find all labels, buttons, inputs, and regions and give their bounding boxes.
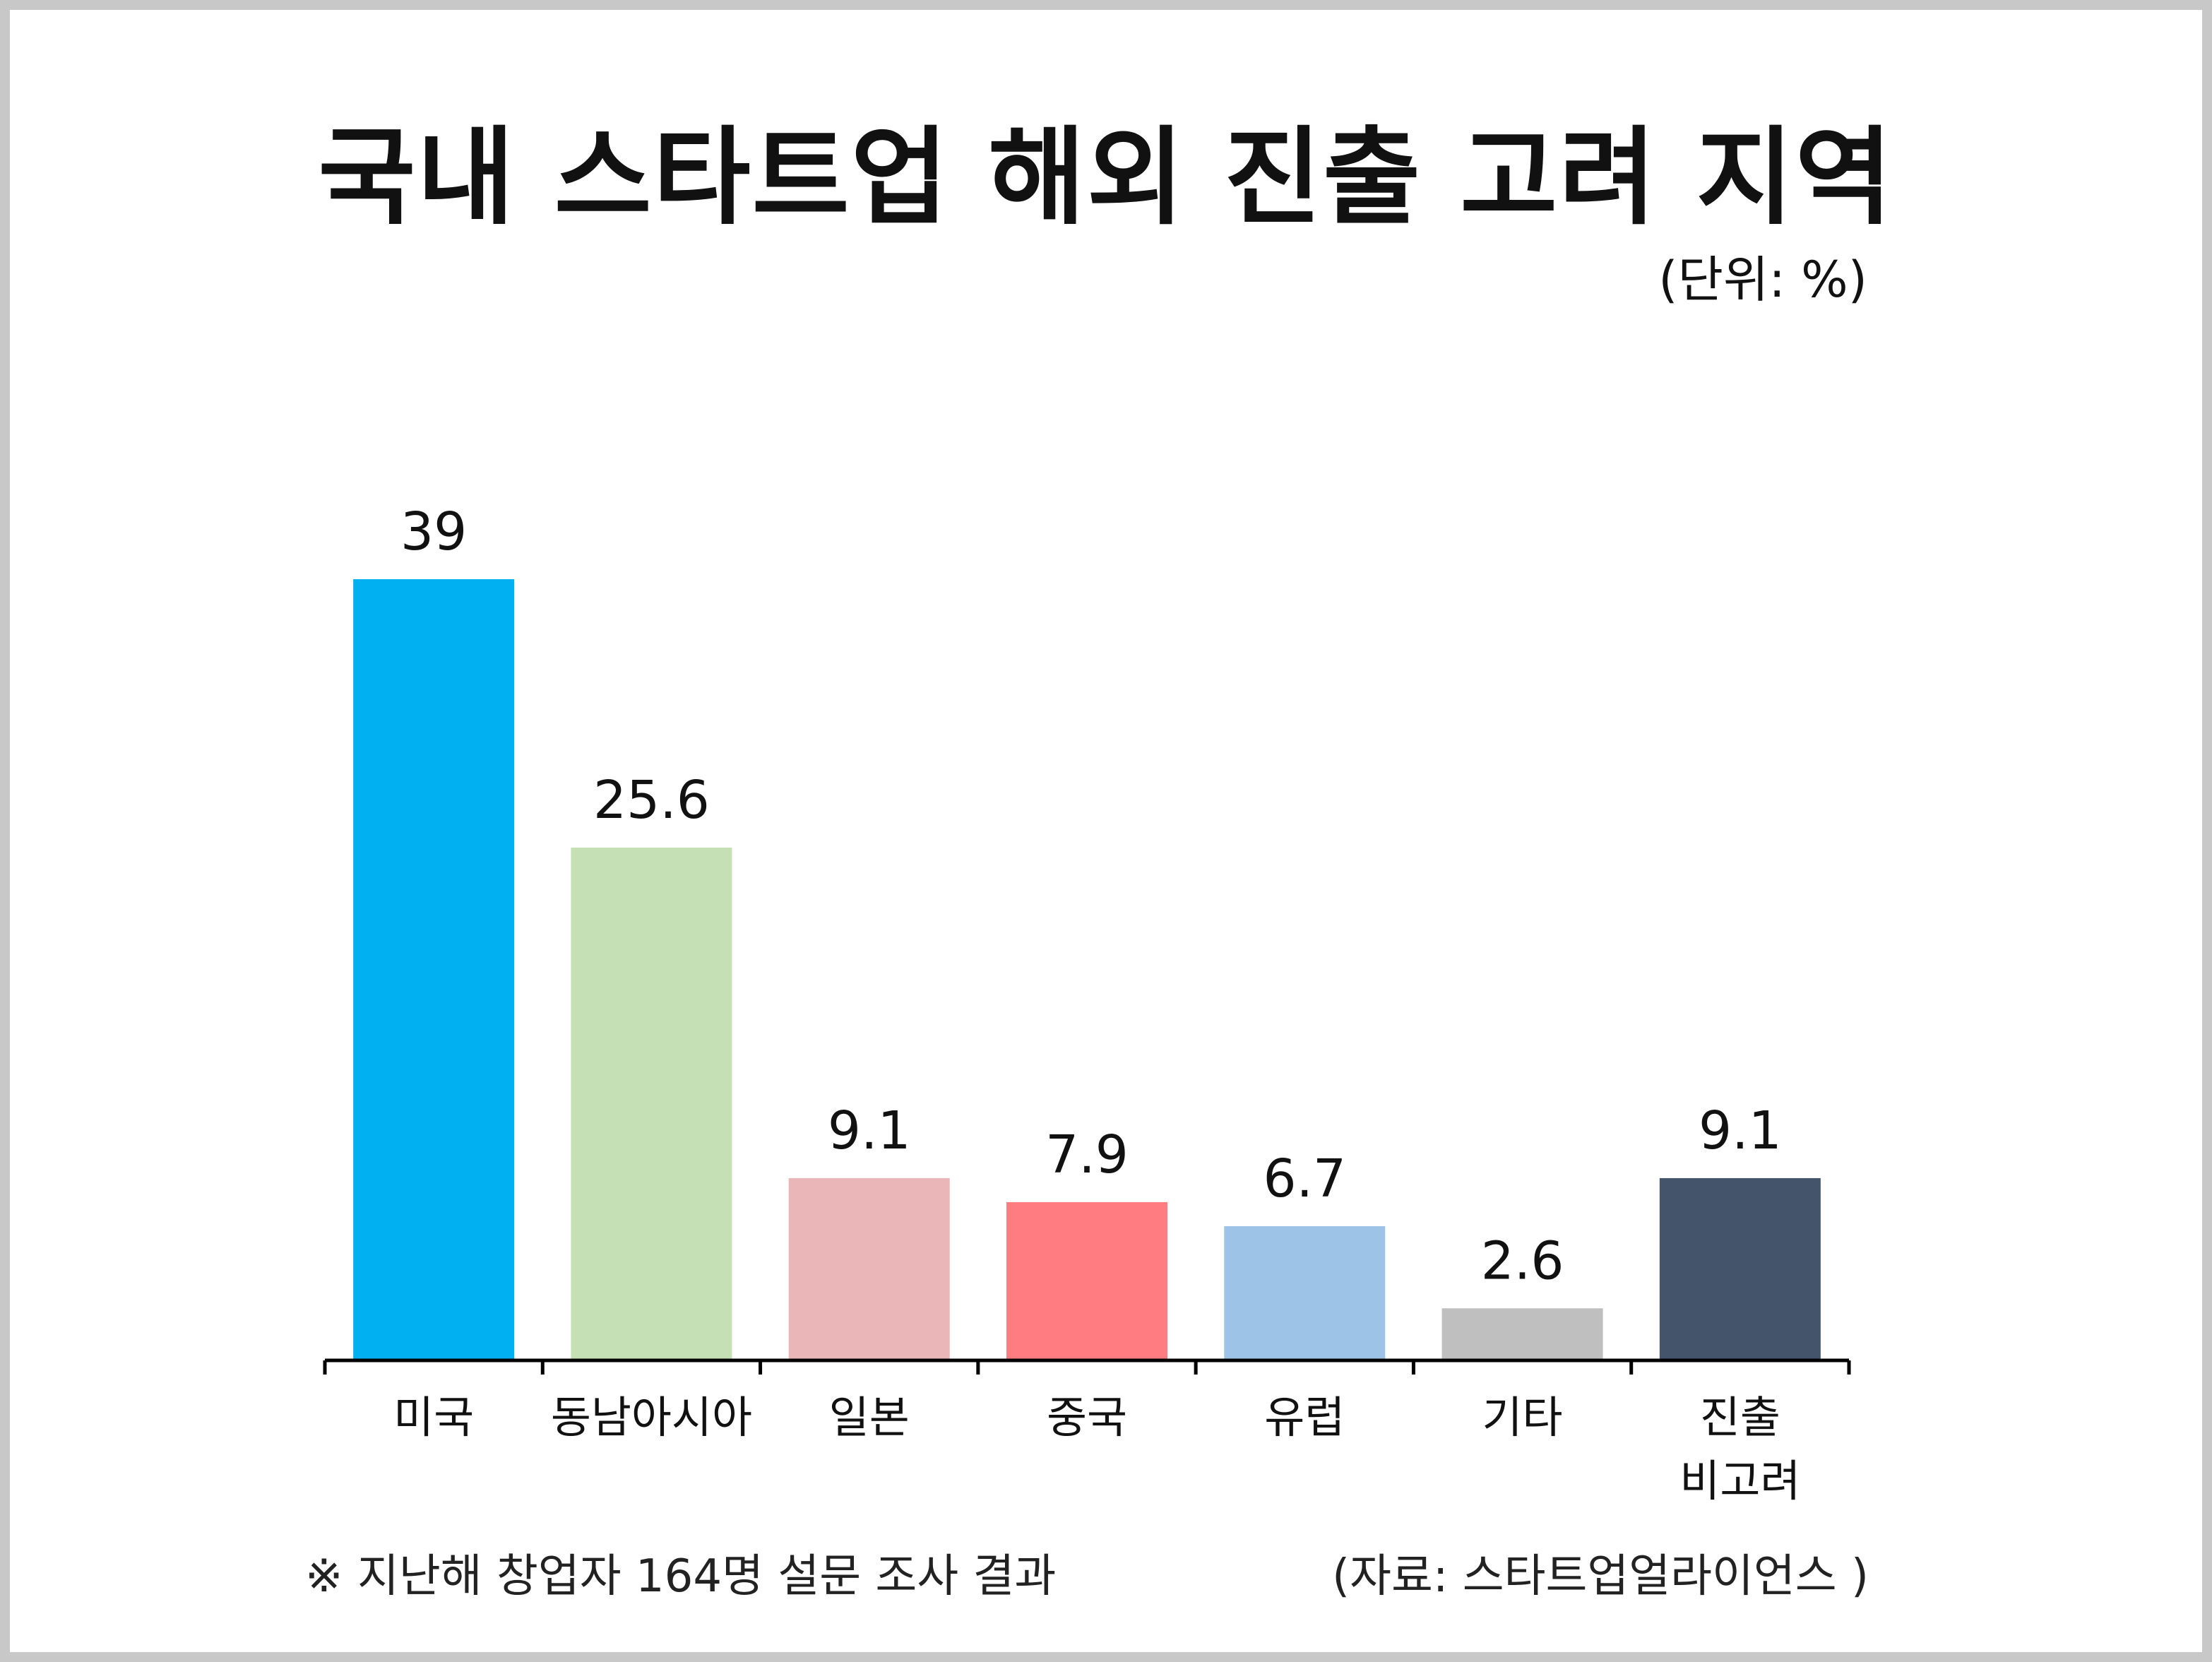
category-label-2: 동남아시아 [551,1391,752,1443]
category-label-4: 중국 [1047,1391,1127,1443]
data-label-3: 9.1 [828,1100,911,1161]
data-label-2: 25.6 [593,770,710,831]
bar-4 [1006,1201,1167,1360]
data-label-4: 7.9 [1045,1124,1129,1185]
bar-5 [1224,1225,1386,1360]
bar-2 [571,848,732,1360]
category-label-5: 유럽 [1264,1391,1345,1443]
source-note: (자료: 스타트업얼라이언스 ) [1332,1550,1869,1603]
category-label-6: 기타 [1482,1391,1563,1443]
data-label-7: 9.1 [1699,1100,1782,1161]
data-label-6: 2.6 [1481,1230,1564,1291]
chart-title: 국내 스타트업 해외 진출 고려 지역 [318,117,1894,239]
footnote: ※ 지난해 창업자 164명 설문 조사 결과 [305,1550,1057,1603]
category-label-1: 미국 [393,1391,474,1443]
bar-3 [788,1177,950,1360]
data-label-1: 39 [400,501,467,562]
bar-6 [1441,1308,1603,1360]
category-label-3: 일본 [829,1391,910,1443]
data-label-5: 6.7 [1263,1148,1346,1209]
category-label-7: 진출 비고려 [1679,1391,1800,1507]
bar-7 [1659,1177,1821,1360]
bar-1 [353,579,515,1360]
unit-label: (단위: %) [1658,251,1867,309]
